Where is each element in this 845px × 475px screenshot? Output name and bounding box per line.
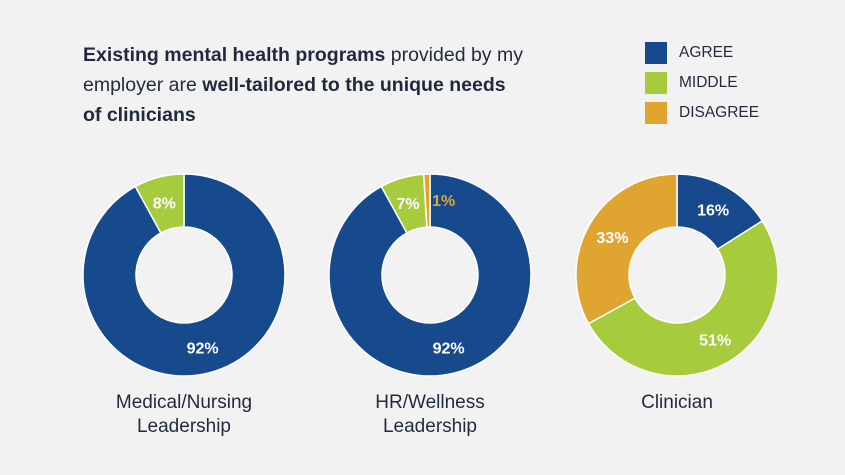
data-label-agree: 16% xyxy=(697,202,729,219)
legend-label: MIDDLE xyxy=(679,74,738,91)
title-plain: provided by my employer are xyxy=(83,44,523,96)
data-label-middle: 8% xyxy=(153,195,176,212)
legend-swatch-agree xyxy=(645,42,667,64)
data-label-agree: 92% xyxy=(187,341,219,358)
category-line: HR/Wellness xyxy=(375,392,485,413)
legend-item-agree: AGREE xyxy=(645,42,759,64)
data-label-disagree: 1% xyxy=(432,193,455,210)
legend: AGREE MIDDLE DISAGREE xyxy=(645,42,759,132)
data-label-middle: 51% xyxy=(699,333,731,350)
donut-slice-middle xyxy=(134,173,185,234)
legend-label: DISAGREE xyxy=(679,104,760,121)
legend-label: AGREE xyxy=(679,44,734,61)
category-label: HR/Wellness Leadership xyxy=(330,391,530,439)
data-label-middle: 7% xyxy=(397,196,420,213)
category-label: Clinician xyxy=(577,391,777,415)
donut-slice-disagree xyxy=(422,173,431,228)
category-line: Medical/Nursing xyxy=(115,392,253,413)
donut-slice-disagree xyxy=(575,173,678,325)
category-line: Leadership xyxy=(382,416,478,437)
legend-item-middle: MIDDLE xyxy=(645,72,759,94)
data-label-agree: 92% xyxy=(433,341,465,358)
data-label-disagree: 33% xyxy=(596,230,628,247)
title-bold-2: well-tailored to the unique needs of cli… xyxy=(83,74,506,126)
chart-title: Existing mental health programs provided… xyxy=(83,40,523,130)
donut-slice-middle xyxy=(587,219,779,377)
donut-slice-agree xyxy=(328,173,532,377)
donut-slice-agree xyxy=(82,173,286,377)
legend-item-disagree: DISAGREE xyxy=(645,102,759,124)
legend-swatch-disagree xyxy=(645,102,667,124)
category-label: Medical/Nursing Leadership xyxy=(84,391,284,439)
legend-swatch-middle xyxy=(645,72,667,94)
category-line: Leadership xyxy=(136,416,232,437)
category-line: Clinician xyxy=(641,392,713,413)
title-bold-1: Existing mental health programs xyxy=(83,44,386,66)
